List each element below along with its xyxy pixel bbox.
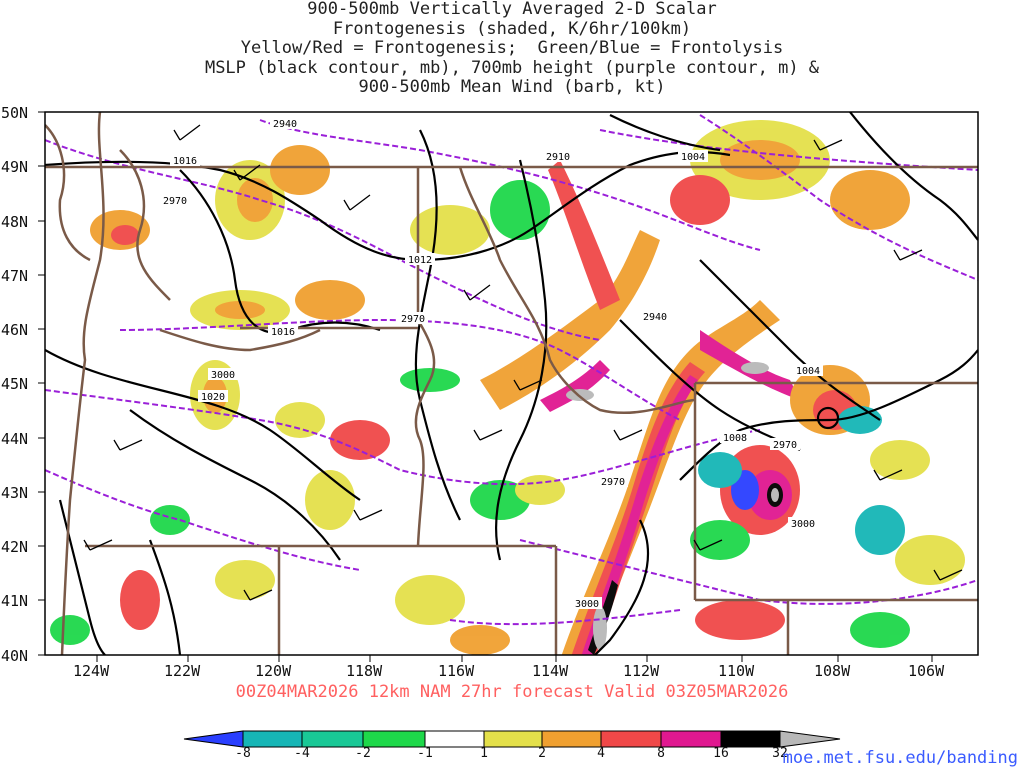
label-1012: 1012 [408,255,432,266]
label-1016-nw: 1016 [173,156,197,167]
label-2910: 2910 [546,152,570,163]
colorbar-seg-10 [779,730,841,748]
label-3000-or: 3000 [211,370,235,381]
colorbar-label-9: 32 [772,746,788,761]
lat-label-47n: 47N [1,267,29,285]
lat-label-48n: 48N [1,213,29,231]
state-borders [45,112,978,655]
label-2940-nw: 2940 [273,119,297,130]
lon-label-116w: 116W [438,662,475,680]
lon-label-114w: 114W [532,662,569,680]
colorbar-label-2: -2 [355,746,371,761]
label-1008: 1008 [723,433,747,444]
lat-label-50n: 50N [1,104,29,122]
colorbar-seg-4 [424,730,485,748]
colorbar-label-7: 8 [657,746,665,761]
lat-label-43n: 43N [1,484,29,502]
title-line-4: MSLP (black contour, mb), 700mb height (… [204,57,820,78]
colorbar-label-8: 16 [713,746,729,761]
label-3000-wy: 3000 [791,519,815,530]
title-line-5: 900-500mb Mean Wind (barb, kt) [358,77,666,98]
label-2940-mt: 2940 [643,312,667,323]
colorbar-label-0: -8 [235,746,251,761]
title-line-1: 900-500mb Vertically Averaged 2-D Scalar [307,0,717,19]
label-1016-or: 1016 [271,327,295,338]
frontogenesis-shading: 2940 2910 1016 1004 2970 1012 2970 2940 … [45,112,978,655]
label-1004-ne: 1004 [681,152,705,163]
lat-label-45n: 45N [1,375,29,393]
lon-label-106w: 106W [908,662,945,680]
colorbar-label-5: 2 [538,746,546,761]
label-2970-nw: 2970 [163,196,187,207]
colorbar-label-4: 1 [480,746,488,761]
colorbar-seg-5 [483,730,543,748]
lat-label-40n: 40N [1,647,29,665]
colorbar-label-1: -4 [294,746,310,761]
colorbar-label-3: -1 [417,746,433,761]
colorbar-seg-7 [600,730,662,748]
colorbar-seg-1 [242,730,303,748]
lat-label-41n: 41N [1,592,29,610]
lat-label-46n: 46N [1,321,29,339]
source-url-link[interactable]: moe.met.fsu.edu/banding [782,748,1018,768]
label-1004-wy: 1004 [796,366,820,377]
colorbar-seg-8 [660,730,722,748]
lon-label-112w: 112W [623,662,660,680]
colorbar-seg-3 [362,730,426,748]
lat-label-42n: 42N [1,538,29,556]
axis-ticks [38,111,933,662]
colorbar-seg-2 [301,730,364,748]
lon-label-122w: 122W [164,662,201,680]
label-2970-id-s: 2970 [601,477,625,488]
label-3000-ut: 3000 [575,599,599,610]
colorbar-seg-6 [541,730,602,748]
map-title: 900-500mb Vertically Averaged 2-D Scalar… [0,0,1024,98]
lon-label-110w: 110W [718,662,755,680]
label-2970-id: 2970 [401,314,425,325]
label-1020: 1020 [201,392,225,403]
lon-label-124w: 124W [73,662,110,680]
lon-label-120w: 120W [255,662,292,680]
colorbar-label-6: 4 [597,746,605,761]
colorbar-seg-9 [720,730,781,748]
contour-labels: 2940 2910 1016 1004 2970 1012 2970 2940 … [160,117,823,610]
colorbar-seg-0 [183,730,244,748]
lat-label-49n: 49N [1,158,29,176]
lat-label-44n: 44N [1,430,29,448]
colorbar [183,730,841,748]
wind-barbs [83,124,963,601]
title-line-3: Yellow/Red = Frontogenesis; Green/Blue =… [240,38,784,59]
forecast-valid-time: 00Z04MAR2026 12km NAM 27hr forecast Vali… [235,682,789,702]
lon-label-118w: 118W [346,662,383,680]
lon-label-108w: 108W [814,662,851,680]
title-line-2: Frontogenesis (shaded, K/6hr/100km) [332,18,692,39]
label-2970-wy: 2970 [773,440,797,451]
